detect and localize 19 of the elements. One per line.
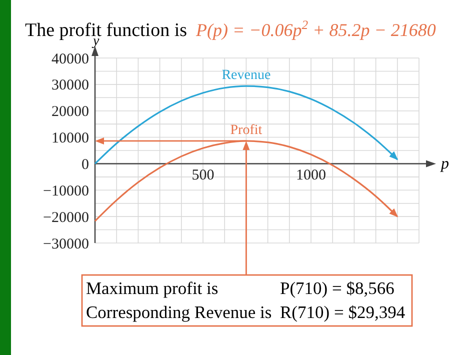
x-axis-title: p: [440, 156, 449, 173]
y-tick-label: −20000: [43, 210, 89, 226]
text: Corresponding Revenue is: [86, 302, 272, 322]
text: P(710) = $8,566: [280, 278, 395, 298]
y-tick-label: 0: [82, 156, 89, 173]
y-tick-label: −30000: [43, 236, 89, 252]
chart-subtitle: P(p) = −0.06p$^{2}$ + 85.2p − 21680: [195, 18, 436, 40]
x-tick-label: 1000: [296, 168, 326, 184]
x-tick-label: 500: [192, 168, 214, 184]
series-label: Profit: [230, 122, 262, 138]
y-tick-label: 40000: [52, 51, 89, 68]
chart-title: The profit function is: [25, 20, 187, 41]
y-tick-label: 20000: [52, 104, 89, 120]
y-tick-label: 10000: [52, 130, 89, 147]
y-tick-label: 30000: [52, 78, 89, 94]
series-label: Revenue: [222, 68, 271, 84]
text: R(710) = $29,394: [280, 302, 406, 322]
y-tick-label: −10000: [43, 183, 89, 200]
text: Maximum profit is: [86, 278, 218, 298]
